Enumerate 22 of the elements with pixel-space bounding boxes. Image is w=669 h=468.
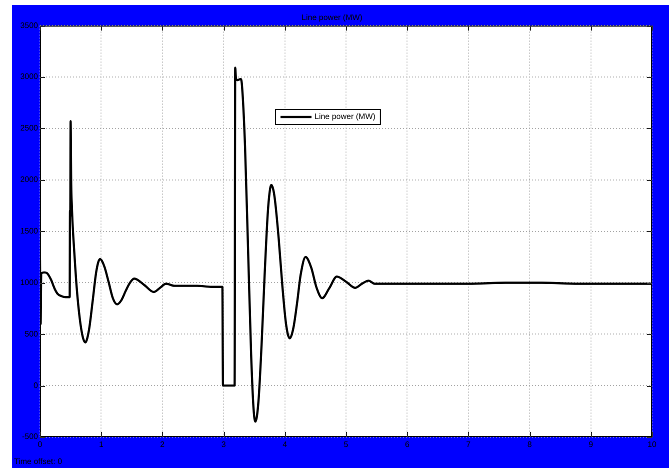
y-tick-label: 0 [34, 380, 39, 390]
text: Time offset: 0 [14, 457, 63, 466]
y-tick-label: 2000 [20, 175, 39, 184]
x-tick-label: 6 [404, 440, 410, 450]
x-tick-label: 2 [160, 440, 166, 450]
x-tick-label: 5 [344, 440, 349, 450]
x-tick-label: 1 [98, 440, 104, 450]
x-tick-label: 9 [588, 440, 594, 450]
x-tick-label: 7 [466, 440, 472, 450]
x-tick-label: 10 [648, 440, 657, 450]
x-tick-label: 3 [221, 440, 226, 450]
y-tick-label: 500 [24, 329, 39, 338]
y-tick-label: 1500 [20, 226, 39, 236]
y-tick-label: 2500 [20, 124, 39, 133]
y-tick-label: 3000 [20, 72, 39, 82]
legend-label: Line power (MW) [314, 112, 376, 122]
y-tick-label: -500 [22, 432, 39, 442]
chart-title: Line power (MW) [302, 13, 363, 22]
x-tick-label: 8 [527, 440, 532, 450]
x-tick-label: 4 [282, 440, 288, 450]
y-tick-label: 1000 [20, 278, 39, 287]
y-tick-label: 3500 [20, 20, 39, 30]
